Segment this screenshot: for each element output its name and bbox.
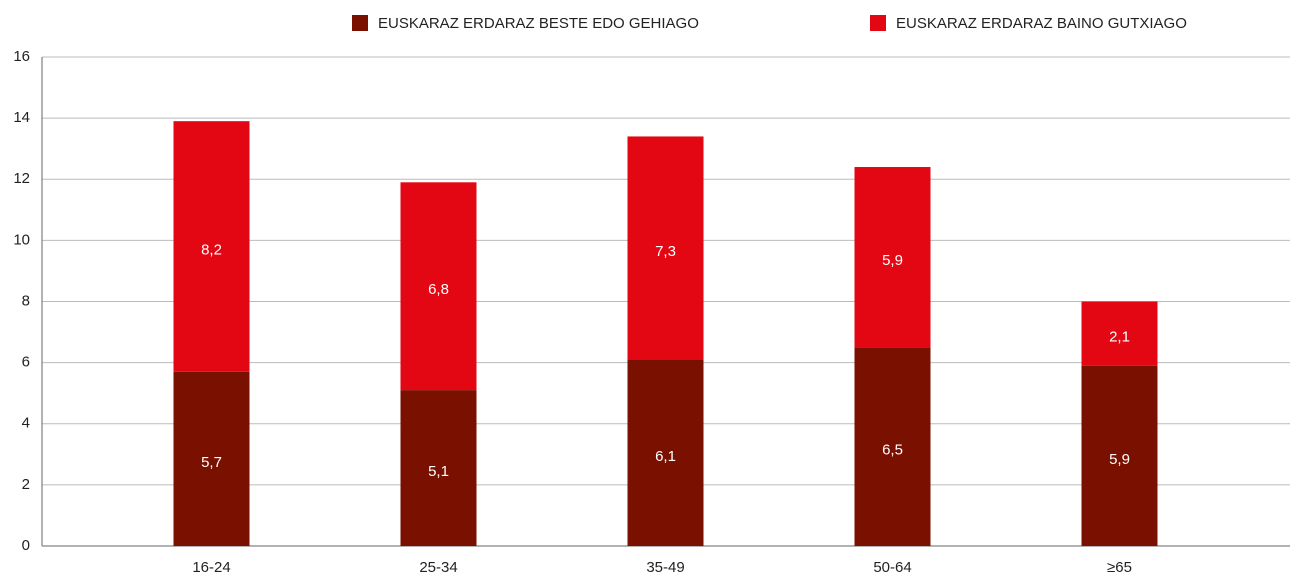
x-tick-label: ≥65 <box>1107 559 1132 576</box>
bar-segment <box>627 359 704 546</box>
bar-segment <box>854 347 931 546</box>
legend-swatch <box>352 15 368 31</box>
value-label: 5,9 <box>882 252 903 269</box>
x-tick-label: 16-24 <box>192 559 230 576</box>
value-label: 7,3 <box>655 243 676 260</box>
value-label: 5,1 <box>428 463 449 480</box>
y-tick-label: 16 <box>13 48 30 65</box>
bar-segment <box>1081 301 1158 366</box>
bar-segment <box>400 390 477 546</box>
bar-segment <box>1081 365 1158 546</box>
y-tick-label: 10 <box>13 231 30 248</box>
value-label: 5,7 <box>201 454 222 471</box>
legend-label: EUSKARAZ ERDARAZ BESTE EDO GEHIAGO <box>378 15 699 32</box>
y-tick-label: 2 <box>22 476 30 493</box>
bar-segment <box>627 136 704 360</box>
x-tick-label: 35-49 <box>646 559 684 576</box>
bar-segment <box>400 182 477 391</box>
x-tick-label: 25-34 <box>419 559 457 576</box>
y-tick-label: 6 <box>22 354 30 371</box>
y-tick-label: 14 <box>13 109 30 126</box>
bar-segment <box>173 371 250 546</box>
value-label: 2,1 <box>1109 329 1130 346</box>
legend-swatch <box>870 15 886 31</box>
value-label: 6,1 <box>655 448 676 465</box>
legend-label: EUSKARAZ ERDARAZ BAINO GUTXIAGO <box>896 15 1187 32</box>
x-tick-label: 50-64 <box>873 559 911 576</box>
value-label: 5,9 <box>1109 451 1130 468</box>
value-label: 6,8 <box>428 281 449 298</box>
bar-segment <box>173 121 250 372</box>
bar-segment <box>854 167 931 348</box>
y-tick-label: 0 <box>22 537 30 554</box>
value-label: 8,2 <box>201 241 222 258</box>
y-tick-label: 4 <box>22 415 30 432</box>
y-tick-label: 8 <box>22 292 30 309</box>
y-tick-label: 12 <box>13 170 30 187</box>
value-label: 6,5 <box>882 442 903 459</box>
